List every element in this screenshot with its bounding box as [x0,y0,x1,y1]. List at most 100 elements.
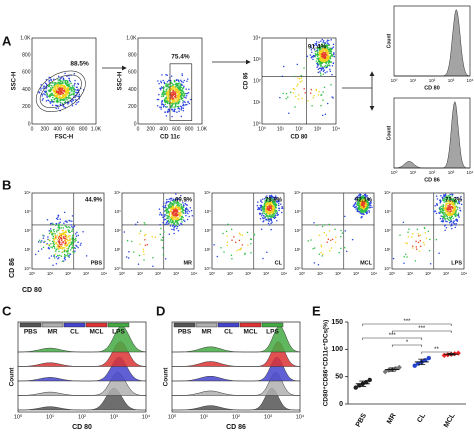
gate-percent: 69.9% [175,198,193,204]
event-dot [446,213,448,216]
event-dot [179,203,181,205]
event-dot [67,255,69,258]
event-dot [175,201,177,204]
event-dot [271,214,274,216]
event-dot [72,91,74,93]
event-dot [72,251,74,253]
legend-label: MCL [243,329,257,336]
event-dot [61,243,63,246]
event-dot [50,87,52,89]
event-dot [67,249,69,251]
event-dot [174,87,177,90]
event-dot [185,200,187,202]
event-dot [161,99,164,102]
event-dot [166,84,169,87]
event-dot [322,73,325,75]
event-dot [180,107,183,109]
event-dot [326,57,328,59]
event-dot [174,206,177,208]
event-dot [168,213,171,216]
event-dot [174,95,177,97]
event-dot [322,91,324,93]
event-dot [359,206,362,209]
event-dot [364,194,366,197]
event-dot [365,199,368,202]
event-dot [344,215,346,218]
event-dot [324,64,327,67]
event-dot [40,248,43,250]
event-dot [419,234,422,236]
x-tick-label: 10⁴ [371,271,378,276]
legend-swatch [19,322,42,328]
event-dot [276,212,279,214]
event-dot [457,214,460,217]
event-dot [453,209,456,212]
event-dot [311,105,313,107]
event-dot [364,203,367,206]
event-dot [181,73,183,75]
event-dot [310,47,313,49]
event-dot [58,227,61,230]
event-dot [368,211,371,213]
event-dot [182,102,184,104]
event-dot [267,197,270,200]
event-dot [171,205,174,208]
event-dot [40,89,42,91]
event-dot [435,212,438,215]
event-dot [187,92,190,94]
event-dot [326,71,328,73]
event-dot [173,209,175,212]
event-dot [54,253,57,255]
x-axis-label: CD 11c [160,135,181,141]
event-dot [315,42,318,45]
panel-letter: B [2,177,11,192]
legend-swatch [41,322,64,328]
event-dot [272,210,275,212]
event-dot [65,83,68,86]
event-dot [173,79,176,82]
event-dot [54,83,56,85]
event-dot [443,225,446,227]
event-dot [175,212,177,214]
event-dot [176,79,178,81]
event-dot [456,220,459,222]
event-dot [58,87,61,89]
event-dot [360,198,363,200]
event-dot [162,103,165,106]
y-tick-label: 600 [128,70,137,76]
event-dot [65,234,68,237]
event-dot [59,79,61,82]
event-dot [448,222,451,224]
event-dot [356,195,359,198]
event-dot [54,95,56,97]
event-dot [256,204,259,207]
event-dot [75,103,77,106]
event-dot [53,85,56,88]
event-dot [403,262,405,264]
event-dot [320,244,322,246]
event-dot [47,236,49,238]
x-tick-label: 800 [79,126,88,132]
y-tick-label: 10² [204,228,211,233]
event-dot [182,212,185,214]
legend-swatch [107,322,130,328]
event-dot [297,94,300,96]
event-dot [436,198,439,200]
event-dot [60,235,63,238]
event-dot [52,235,55,238]
x-tick-label: 200 [147,126,156,132]
event-dot [67,235,70,237]
event-dot [176,105,179,108]
event-dot [323,69,326,71]
event-dot [292,92,295,94]
event-dot [454,203,456,205]
event-dot [278,201,280,203]
event-dot [182,206,185,209]
event-dot [61,224,63,226]
event-dot [257,208,259,211]
event-dot [43,85,45,87]
event-dot [327,46,329,49]
event-dot [59,247,61,249]
event-dot [443,208,446,211]
event-dot [322,41,324,43]
